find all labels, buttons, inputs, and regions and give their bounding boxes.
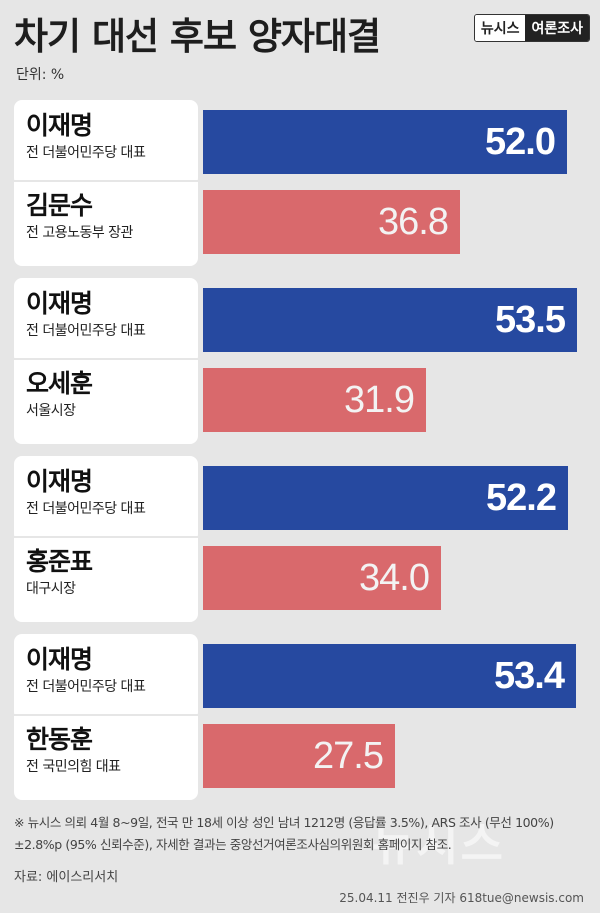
newsis-poll-badge: 뉴시스 여론조사 [473,14,590,42]
candidate-name: 김문수 [26,191,93,220]
candidate-name: 이재명 [26,289,93,318]
candidate-name: 이재명 [26,111,93,140]
data-label: 52.0 [485,121,556,163]
candidate-role: 전 국민의힘 대표 [26,759,121,775]
chart-title: 차기 대선 후보 양자대결 [14,15,381,58]
candidate-role: 대구시장 [26,581,76,597]
data-label: 52.2 [486,477,557,519]
label-divider [14,358,198,360]
candidate-role: 전 더불어민주당 대표 [26,145,146,161]
data-label: 31.9 [344,379,415,421]
brand-newsis: 뉴시스 [474,15,526,41]
bar-lee [203,644,576,708]
candidate-name: 한동훈 [26,725,93,754]
label-divider [14,536,198,538]
candidate-name: 오세훈 [26,369,93,398]
candidate-name: 홍준표 [26,547,93,576]
bar-opponent [203,190,460,254]
data-label: 53.5 [495,299,566,341]
brand-poll: 여론조사 [525,15,589,41]
unit-label: 단위: % [16,67,65,83]
candidate-role: 전 더불어민주당 대표 [26,323,146,339]
credit-line: 25.04.11 전진우 기자 618tue@newsis.com [339,891,584,905]
data-label: 27.5 [313,735,384,777]
label-divider [14,714,198,716]
newsis-watermark: 뉴시스 [372,817,505,871]
candidate-role: 전 고용노동부 장관 [26,225,133,241]
candidate-role: 서울시장 [26,403,76,419]
bar-opponent [203,546,441,610]
bar-lee [203,110,567,174]
survey-note: ※ 뉴시스 의뢰 4월 8~9일, 전국 만 18세 이상 성인 남녀 1212… [14,815,554,852]
data-label: 36.8 [378,201,449,243]
bar-lee [203,466,568,530]
candidate-name: 이재명 [26,467,93,496]
data-source: 자료: 에이스리서치 [14,870,119,885]
bar-lee [203,288,577,352]
data-label: 53.4 [494,655,565,697]
candidate-role: 전 더불어민주당 대표 [26,679,146,695]
bar-opponent [203,368,426,432]
label-divider [14,180,198,182]
data-label: 34.0 [359,557,430,599]
bar-opponent [203,724,395,788]
candidate-role: 전 더불어민주당 대표 [26,501,146,517]
candidate-name: 이재명 [26,645,93,674]
